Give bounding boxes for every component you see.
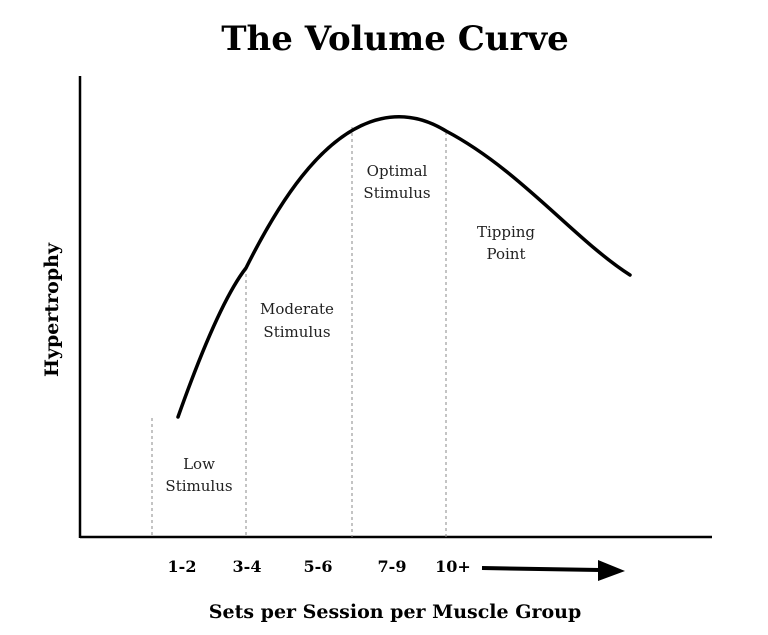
zone-label-tipping-line1: Tipping — [477, 223, 535, 241]
zone-label-low-line1: Low — [183, 455, 215, 473]
x-tick-label: 3-4 — [233, 557, 262, 576]
zone-label-optimal-line1: Optimal — [367, 162, 428, 180]
y-axis-label: Hypertrophy — [41, 242, 63, 377]
x-direction-arrow-shaft — [481, 566, 601, 572]
x-direction-arrow-head — [598, 560, 625, 581]
zone-label-optimal-line2: Stimulus — [363, 184, 430, 202]
zone-label-moderate-line1: Moderate — [260, 300, 334, 318]
x-tick-label: 10+ — [435, 557, 471, 576]
zone-label-low-line2: Stimulus — [165, 477, 232, 495]
volume-curve-line — [176, 114, 632, 419]
x-tick-label: 7-9 — [378, 557, 407, 576]
zone-label-tipping-line2: Point — [486, 245, 525, 263]
x-tick-label: 5-6 — [304, 557, 333, 576]
chart-title: The Volume Curve — [221, 19, 569, 59]
x-axis-label: Sets per Session per Muscle Group — [209, 601, 581, 623]
x-tick-label: 1-2 — [168, 557, 197, 576]
zone-label-moderate-line2: Stimulus — [263, 323, 330, 341]
